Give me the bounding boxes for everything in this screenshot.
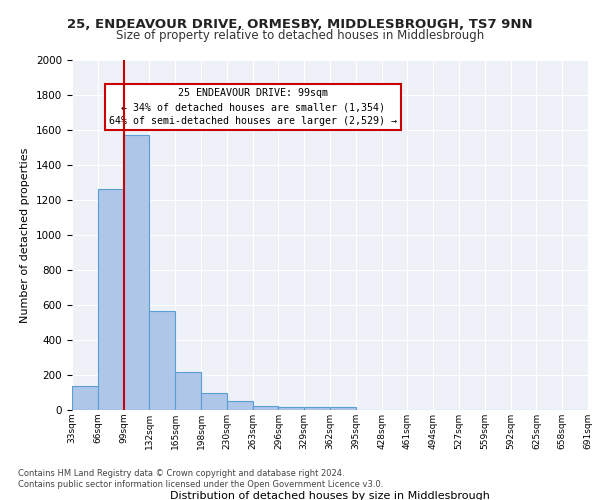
Bar	[175, 372, 201, 410]
Text: 25, ENDEAVOUR DRIVE, ORMESBY, MIDDLESBROUGH, TS7 9NN: 25, ENDEAVOUR DRIVE, ORMESBY, MIDDLESBRO…	[67, 18, 533, 30]
Text: Size of property relative to detached houses in Middlesbrough: Size of property relative to detached ho…	[116, 29, 484, 42]
Bar	[330, 406, 356, 410]
Y-axis label: Number of detached properties: Number of detached properties	[20, 148, 31, 322]
Bar	[72, 386, 98, 410]
X-axis label: Distribution of detached houses by size in Middlesbrough: Distribution of detached houses by size …	[170, 491, 490, 500]
Text: 25 ENDEAVOUR DRIVE: 99sqm
← 34% of detached houses are smaller (1,354)
64% of se: 25 ENDEAVOUR DRIVE: 99sqm ← 34% of detac…	[109, 88, 397, 126]
Bar	[124, 135, 149, 410]
Text: Contains public sector information licensed under the Open Government Licence v3: Contains public sector information licen…	[18, 480, 383, 489]
Bar	[253, 406, 278, 410]
Text: Contains HM Land Registry data © Crown copyright and database right 2024.: Contains HM Land Registry data © Crown c…	[18, 468, 344, 477]
Bar	[227, 401, 253, 410]
Bar	[98, 188, 124, 410]
Bar	[149, 311, 175, 410]
Bar	[201, 392, 227, 410]
Bar	[278, 406, 304, 410]
Bar	[304, 408, 330, 410]
